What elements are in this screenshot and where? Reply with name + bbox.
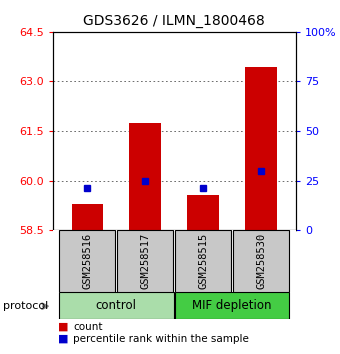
Text: ■: ■ <box>58 334 68 344</box>
Bar <box>187 195 219 230</box>
Bar <box>175 292 289 319</box>
Bar <box>175 230 231 292</box>
Text: GSM258517: GSM258517 <box>140 233 150 289</box>
Bar <box>59 292 174 319</box>
Text: MIF depletion: MIF depletion <box>192 299 272 312</box>
Title: GDS3626 / ILMN_1800468: GDS3626 / ILMN_1800468 <box>83 14 265 28</box>
Bar <box>233 230 289 292</box>
Text: GSM258516: GSM258516 <box>82 233 92 289</box>
Text: GSM258515: GSM258515 <box>198 233 208 289</box>
Text: ■: ■ <box>58 322 68 332</box>
Bar <box>245 67 277 230</box>
Text: percentile rank within the sample: percentile rank within the sample <box>73 334 249 344</box>
Text: control: control <box>96 299 137 312</box>
Bar <box>71 204 103 230</box>
Bar <box>59 230 115 292</box>
Bar <box>130 123 161 230</box>
Bar <box>117 230 173 292</box>
Text: GSM258530: GSM258530 <box>256 233 266 289</box>
Text: count: count <box>73 322 103 332</box>
Text: protocol: protocol <box>3 301 49 311</box>
